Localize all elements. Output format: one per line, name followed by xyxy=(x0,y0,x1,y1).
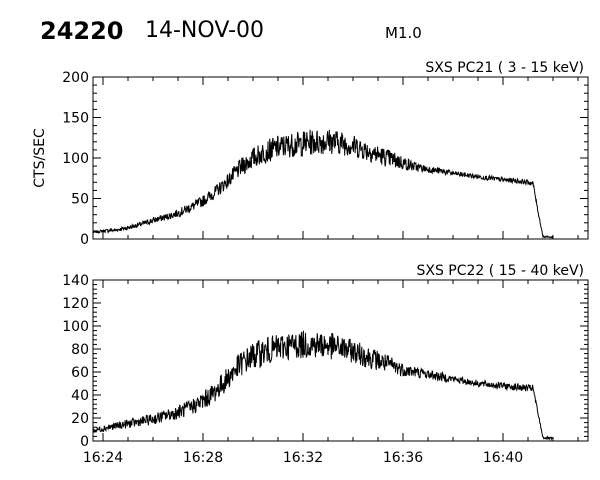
pc21-count-rate-trace xyxy=(92,129,554,239)
pc22-ytick-label: 20 xyxy=(71,411,89,427)
pc21-ytick-label: 200 xyxy=(62,70,89,86)
event-id: 24220 xyxy=(40,17,124,45)
pc22-xtick-label: 16:24 xyxy=(83,450,123,466)
pc21-ytick-label: 0 xyxy=(80,232,89,248)
pc22-axes-frame xyxy=(92,279,589,442)
pc22-ytick-label: 40 xyxy=(71,388,89,404)
pc22-ytick-label: 120 xyxy=(62,296,89,312)
event-date: 14-NOV-00 xyxy=(145,18,265,43)
pc21-ytick-label: 100 xyxy=(62,151,89,167)
pc22-ytick-label: 60 xyxy=(71,365,89,381)
pc22-count-rate-trace xyxy=(92,330,554,442)
pc22-ytick-label: 140 xyxy=(62,273,89,289)
pc21-ytick-label: 50 xyxy=(71,192,89,208)
pc22-xtick-label: 16:40 xyxy=(483,450,523,466)
pc22-xtick-label: 16:36 xyxy=(383,450,423,466)
pc22-xtick-label: 16:32 xyxy=(283,450,323,466)
pc22-xtick-label: 16:28 xyxy=(183,450,223,466)
pc22-ytick-label: 100 xyxy=(62,319,89,335)
pc22-ytick-label: 0 xyxy=(80,434,89,450)
pc22-ytick-label: 80 xyxy=(71,342,89,358)
pc21-ytick-label: 150 xyxy=(62,111,89,127)
pc21-ylabel: CTS/SEC xyxy=(32,128,48,188)
pc21-channel-title: SXS PC21 ( 3 - 15 keV) xyxy=(425,60,584,76)
pc22-channel-title: SXS PC22 ( 15 - 40 keV) xyxy=(416,263,584,279)
flare-class: M1.0 xyxy=(385,24,422,42)
